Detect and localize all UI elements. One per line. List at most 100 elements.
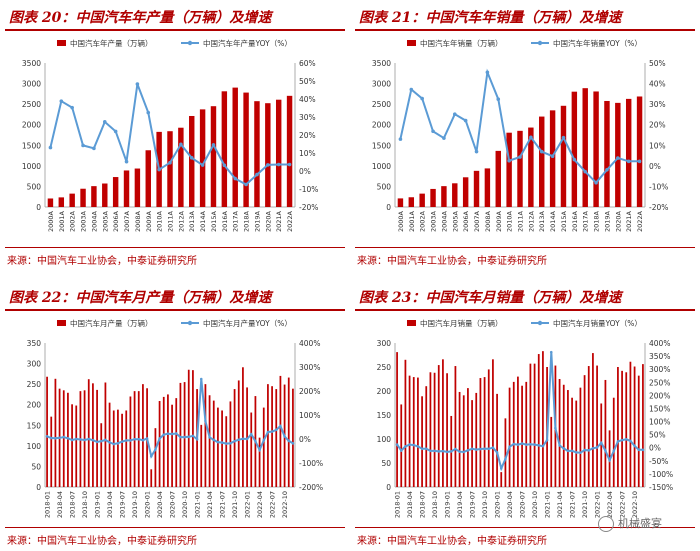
yoy-point [116,442,120,445]
legend-bar-label: 中国汽车年产量（万辆） [70,38,153,48]
chart-svg: 中国汽车年销量（万辆） 中国汽车年销量YOY（%） 0 500 1000 1500 2000… [372,38,668,232]
yoy-point [507,158,511,163]
yoy-point [154,448,157,451]
yoy-point [604,449,607,452]
legend-bar-label: 中国汽车月销量（万辆） [420,318,503,328]
yoy-point [216,440,220,444]
yoy-point [539,149,544,154]
bar [150,469,153,487]
y-tick-label: 1500 [22,141,41,150]
yoy-point [558,444,561,447]
bar [67,392,69,487]
y2-tick-label: 50% [299,77,316,86]
yoy-point [524,443,528,446]
yoy-point [287,439,291,443]
x-tick-label: 2022-10 [631,491,639,518]
yoy-point [395,443,399,446]
yoy-point [276,162,281,167]
yoy-point [124,439,128,442]
legend: 中国汽车月销量（万辆） 中国汽车月销量YOY（%） [407,318,642,328]
bar [212,400,215,487]
bar [408,375,411,487]
y-tick-label: 0 [36,203,41,212]
bar [617,367,619,487]
bar [487,369,490,487]
y-tick-label: 500 [377,182,392,191]
yoy-point [520,442,524,445]
x-tick-label: 2008A [484,210,492,232]
x-tick-label: 2018-10 [81,491,89,518]
bar [104,382,107,487]
x-tick-label: 2022-01 [594,491,602,518]
panel-title-bar: 图表 22：中国汽车月产量（万辆）及增速 [5,283,345,311]
yoy-point [561,135,566,140]
y-tick-label: 500 [27,182,42,191]
bar [199,109,206,207]
x-tick-label: 2005A [451,210,459,232]
bar [58,197,65,207]
bar [549,110,556,207]
yoy-point [87,437,91,441]
x-tick-label: 2022-04 [256,491,264,518]
bar [275,99,282,207]
bar [267,384,269,487]
bar [265,103,271,207]
bar [96,389,98,487]
yoy-point [102,120,107,124]
bar [292,388,294,487]
bar [492,359,494,487]
bar [473,170,480,207]
y-tick-label: 3500 [22,59,41,68]
y2-tick-label: 300% [649,365,670,374]
y-tick-label: 2500 [22,100,41,109]
bar [508,387,511,487]
yoy-point [104,438,107,442]
x-tick-label: 2012A [177,210,185,232]
bar [458,391,461,487]
x-tick-label: 2019-07 [119,491,127,518]
yoy-point [254,439,257,443]
yoy-point [437,450,441,453]
yoy-point [466,449,470,452]
bar [167,394,169,487]
y-tick-label: 100 [27,442,42,451]
yoy-point [474,149,479,154]
bar [562,384,565,487]
yoy-point [445,450,449,454]
legend: 中国汽车年产量（万辆） 中国汽车年产量YOY（%） [57,38,292,48]
x-tick-label: 2018-07 [69,491,77,518]
yoy-point [463,118,468,123]
bar [587,366,590,487]
yoy-point [442,136,446,140]
source-note: 来源：中国汽车工业协会，中泰证券研究所 [7,256,197,267]
bar [558,379,561,487]
bar [112,410,115,487]
bar [612,397,615,487]
bar [142,384,144,487]
x-tick-label: 2021-10 [231,491,239,518]
yoy-point [549,350,553,354]
y2-tick-label: 0% [299,167,311,176]
yoy-point [244,182,248,187]
yoy-point [145,437,149,440]
yoy-point [566,449,570,453]
yoy-point [70,438,74,442]
yoy-point [641,448,645,452]
yoy-point [133,437,136,441]
x-tick-label: 2021-07 [219,491,227,518]
x-tick-label: 2006A [462,210,470,232]
bar [462,395,465,487]
y2-tick-label: 400% [649,339,670,348]
yoy-point [508,445,511,448]
yoy-point [274,428,278,432]
bar [479,378,482,487]
bar [483,377,486,487]
source-bar: 来源：中国汽车工业协会，中泰证券研究所 [5,527,345,548]
yoy-point [229,442,232,445]
bar [80,188,86,207]
x-tick-label: 2021A [625,210,633,232]
bar [232,87,238,207]
yoy-point [208,436,211,439]
bar [484,168,491,207]
yoy-point [512,442,516,446]
